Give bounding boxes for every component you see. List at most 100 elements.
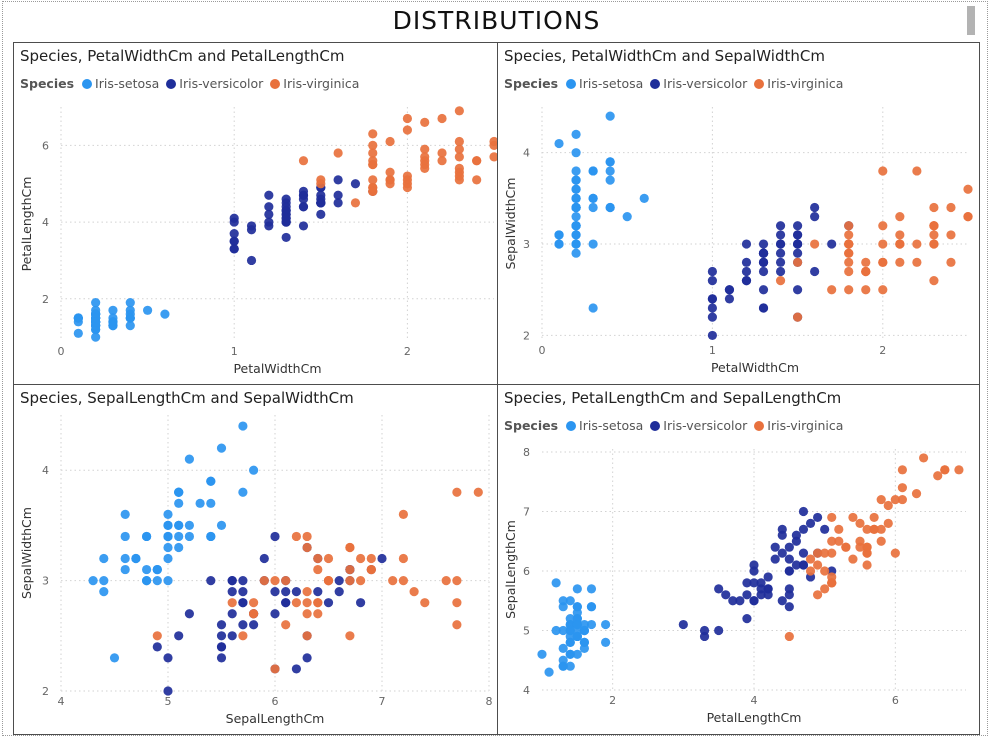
data-point[interactable] xyxy=(844,221,854,231)
data-point[interactable] xyxy=(605,157,615,167)
legend-item-virginica[interactable]: Iris-virginica xyxy=(754,418,843,433)
data-point[interactable] xyxy=(793,230,803,240)
data-point[interactable] xyxy=(827,239,837,249)
data-point[interactable] xyxy=(454,144,464,154)
data-point[interactable] xyxy=(844,230,854,240)
data-point[interactable] xyxy=(588,303,598,313)
data-point[interactable] xyxy=(216,620,227,630)
data-point[interactable] xyxy=(554,230,564,240)
data-point[interactable] xyxy=(565,661,575,671)
data-point[interactable] xyxy=(805,554,816,564)
data-point[interactable] xyxy=(163,576,173,586)
data-point[interactable] xyxy=(895,230,905,240)
data-point[interactable] xyxy=(238,487,248,497)
data-point[interactable] xyxy=(758,266,769,277)
data-point[interactable] xyxy=(876,536,886,546)
data-point[interactable] xyxy=(152,576,162,586)
data-point[interactable] xyxy=(160,309,170,319)
data-point[interactable] xyxy=(420,117,430,127)
data-point[interactable] xyxy=(605,175,615,185)
data-point[interactable] xyxy=(142,531,152,542)
data-point[interactable] xyxy=(229,236,239,246)
data-point[interactable] xyxy=(163,653,173,663)
data-point[interactable] xyxy=(302,598,312,608)
data-point[interactable] xyxy=(911,489,922,499)
data-point[interactable] xyxy=(571,239,581,249)
data-point[interactable] xyxy=(163,520,173,530)
data-point[interactable] xyxy=(345,564,355,575)
data-point[interactable] xyxy=(912,239,922,249)
data-point[interactable] xyxy=(152,631,162,641)
data-point[interactable] xyxy=(798,548,809,558)
data-point[interactable] xyxy=(862,560,872,570)
data-point[interactable] xyxy=(571,193,581,203)
data-point[interactable] xyxy=(605,202,615,213)
data-point[interactable] xyxy=(895,257,905,267)
data-point[interactable] xyxy=(749,560,759,570)
data-point[interactable] xyxy=(350,198,361,208)
data-point[interactable] xyxy=(402,125,412,135)
data-point[interactable] xyxy=(452,598,462,608)
data-point[interactable] xyxy=(368,129,378,139)
data-point[interactable] xyxy=(876,494,886,505)
data-point[interactable] xyxy=(963,212,973,222)
chart-panel-petallength-sepallength[interactable]: Species, PetalLengthCm and SepalLengthCm… xyxy=(497,384,980,735)
data-point[interactable] xyxy=(571,248,581,258)
data-point[interactable] xyxy=(409,587,419,597)
data-point[interactable] xyxy=(929,276,939,286)
data-point[interactable] xyxy=(798,524,809,534)
data-point[interactable] xyxy=(281,620,291,630)
data-point[interactable] xyxy=(946,230,956,240)
data-point[interactable] xyxy=(558,661,568,671)
data-point[interactable] xyxy=(227,598,237,608)
data-point[interactable] xyxy=(707,276,717,286)
data-point[interactable] xyxy=(246,255,257,266)
data-point[interactable] xyxy=(91,332,101,342)
data-point[interactable] xyxy=(131,553,141,564)
data-point[interactable] xyxy=(368,140,378,150)
data-point[interactable] xyxy=(571,166,581,176)
data-point[interactable] xyxy=(749,578,759,588)
data-point[interactable] xyxy=(345,542,355,553)
data-point[interactable] xyxy=(313,598,323,608)
data-point[interactable] xyxy=(565,625,575,636)
data-point[interactable] xyxy=(588,166,598,176)
data-point[interactable] xyxy=(707,312,717,322)
data-point[interactable] xyxy=(793,257,803,267)
data-point[interactable] xyxy=(558,643,568,653)
data-point[interactable] xyxy=(571,230,581,240)
data-point[interactable] xyxy=(793,285,803,295)
data-point[interactable] xyxy=(452,576,462,586)
data-point[interactable] xyxy=(728,596,738,606)
data-point[interactable] xyxy=(741,266,752,277)
data-point[interactable] xyxy=(385,179,395,189)
data-point[interactable] xyxy=(259,553,269,564)
data-point[interactable] xyxy=(714,584,724,594)
data-point[interactable] xyxy=(291,587,301,597)
data-point[interactable] xyxy=(385,136,395,147)
data-point[interactable] xyxy=(302,587,312,597)
data-point[interactable] xyxy=(323,553,334,564)
data-point[interactable] xyxy=(333,175,343,185)
data-point[interactable] xyxy=(813,590,823,600)
data-point[interactable] xyxy=(775,248,786,258)
data-point[interactable] xyxy=(291,664,301,674)
data-point[interactable] xyxy=(758,303,769,313)
data-point[interactable] xyxy=(108,317,118,327)
data-point[interactable] xyxy=(368,175,378,185)
data-point[interactable] xyxy=(954,465,964,475)
data-point[interactable] xyxy=(281,598,291,608)
data-point[interactable] xyxy=(571,148,581,158)
data-point[interactable] xyxy=(820,566,830,576)
data-point[interactable] xyxy=(784,542,794,552)
data-point[interactable] xyxy=(601,619,611,630)
data-point[interactable] xyxy=(869,512,879,523)
data-point[interactable] xyxy=(143,305,153,315)
data-point[interactable] xyxy=(707,330,717,341)
data-point[interactable] xyxy=(963,184,973,194)
data-point[interactable] xyxy=(206,498,216,508)
data-point[interactable] xyxy=(946,257,956,267)
data-point[interactable] xyxy=(810,202,820,213)
data-point[interactable] xyxy=(356,576,366,586)
legend-item-virginica[interactable]: Iris-virginica xyxy=(754,76,843,91)
